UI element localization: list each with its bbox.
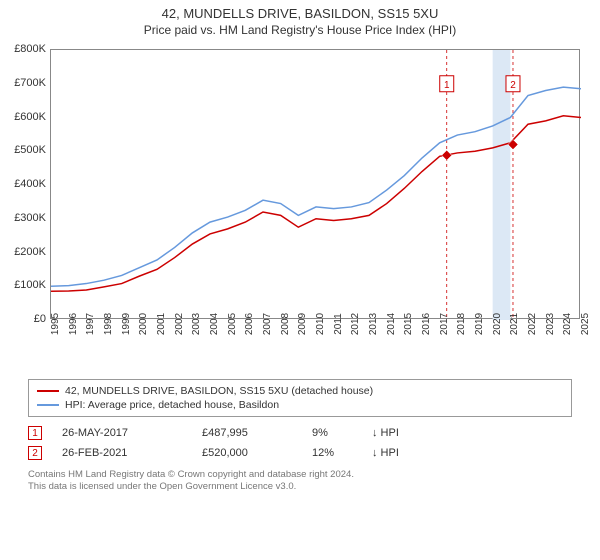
y-tick-label: £500K bbox=[14, 144, 46, 156]
x-tick-label: 2020 bbox=[492, 313, 503, 335]
x-tick-label: 2019 bbox=[474, 313, 485, 335]
footer-attribution: Contains HM Land Registry data © Crown c… bbox=[0, 463, 600, 494]
x-tick-label: 2003 bbox=[191, 313, 202, 335]
x-tick-label: 2007 bbox=[262, 313, 273, 335]
title-block: 42, MUNDELLS DRIVE, BASILDON, SS15 5XU P… bbox=[0, 0, 600, 39]
y-tick-label: £600K bbox=[14, 111, 46, 123]
chart-container: 42, MUNDELLS DRIVE, BASILDON, SS15 5XU P… bbox=[0, 0, 600, 560]
y-tick-label: £300K bbox=[14, 212, 46, 224]
y-tick-label: £700K bbox=[14, 77, 46, 89]
x-tick-label: 2012 bbox=[350, 313, 361, 335]
x-tick-label: 2001 bbox=[156, 313, 167, 335]
sale-direction-icon: ↓ HPI bbox=[372, 447, 399, 459]
x-tick-label: 2023 bbox=[545, 313, 556, 335]
legend-label-hpi: HPI: Average price, detached house, Basi… bbox=[65, 399, 279, 411]
sale-badge: 1 bbox=[28, 426, 42, 440]
svg-text:2: 2 bbox=[510, 80, 516, 91]
sale-price: £487,995 bbox=[202, 427, 312, 439]
x-tick-label: 2011 bbox=[333, 313, 344, 335]
x-tick-label: 1999 bbox=[121, 313, 132, 335]
sale-record: 2 26-FEB-2021£520,00012%↓ HPI bbox=[0, 443, 600, 463]
plot-region: 12 bbox=[50, 49, 580, 319]
sale-pct: 12% bbox=[312, 447, 372, 459]
y-tick-label: £200K bbox=[14, 246, 46, 258]
y-tick-label: £0 bbox=[34, 313, 46, 325]
x-tick-label: 1997 bbox=[85, 313, 96, 335]
sale-record: 1 26-MAY-2017£487,9959%↓ HPI bbox=[0, 423, 600, 443]
x-tick-label: 2025 bbox=[580, 313, 591, 335]
x-tick-label: 2014 bbox=[386, 313, 397, 335]
legend-item-hpi: HPI: Average price, detached house, Basi… bbox=[37, 398, 563, 412]
chart-area: £0 £100K £200K £300K £400K £500K £600K £700K £80… bbox=[0, 39, 600, 379]
x-tick-label: 2009 bbox=[297, 313, 308, 335]
x-tick-label: 2013 bbox=[368, 313, 379, 335]
sales-list: 1 26-MAY-2017£487,9959%↓ HPI 2 26-FEB-2021£… bbox=[0, 423, 600, 463]
legend-box: 42, MUNDELLS DRIVE, BASILDON, SS15 5XU (… bbox=[28, 379, 572, 417]
x-tick-label: 2004 bbox=[209, 313, 220, 335]
sale-price: £520,000 bbox=[202, 447, 312, 459]
x-tick-label: 1998 bbox=[103, 313, 114, 335]
x-tick-label: 2017 bbox=[439, 313, 450, 335]
svg-text:1: 1 bbox=[444, 80, 450, 91]
x-tick-label: 2024 bbox=[562, 313, 573, 335]
sale-date: 26-MAY-2017 bbox=[62, 427, 202, 439]
x-tick-label: 2016 bbox=[421, 313, 432, 335]
x-tick-label: 2010 bbox=[315, 313, 326, 335]
x-tick-label: 1995 bbox=[50, 313, 61, 335]
x-tick-label: 2018 bbox=[456, 313, 467, 335]
x-tick-label: 2021 bbox=[509, 313, 520, 335]
x-tick-label: 2005 bbox=[227, 313, 238, 335]
chart-title: 42, MUNDELLS DRIVE, BASILDON, SS15 5XU bbox=[0, 6, 600, 21]
x-tick-label: 2002 bbox=[174, 313, 185, 335]
y-tick-label: £800K bbox=[14, 43, 46, 55]
legend-label-property: 42, MUNDELLS DRIVE, BASILDON, SS15 5XU (… bbox=[65, 385, 373, 397]
sale-direction-icon: ↓ HPI bbox=[372, 427, 399, 439]
x-tick-label: 1996 bbox=[68, 313, 79, 335]
x-tick-label: 2006 bbox=[244, 313, 255, 335]
plot-svg: 12 bbox=[51, 50, 581, 320]
sale-badge: 2 bbox=[28, 446, 42, 460]
footer-line-2: This data is licensed under the Open Gov… bbox=[28, 481, 572, 493]
legend-item-property: 42, MUNDELLS DRIVE, BASILDON, SS15 5XU (… bbox=[37, 384, 563, 398]
sale-pct: 9% bbox=[312, 427, 372, 439]
x-tick-label: 2008 bbox=[280, 313, 291, 335]
x-tick-label: 2000 bbox=[138, 313, 149, 335]
chart-subtitle: Price paid vs. HM Land Registry's House … bbox=[0, 21, 600, 37]
y-tick-label: £400K bbox=[14, 178, 46, 190]
legend-swatch-property bbox=[37, 390, 59, 392]
x-tick-label: 2015 bbox=[403, 313, 414, 335]
legend-swatch-hpi bbox=[37, 404, 59, 406]
sale-date: 26-FEB-2021 bbox=[62, 447, 202, 459]
footer-line-1: Contains HM Land Registry data © Crown c… bbox=[28, 469, 572, 481]
x-tick-label: 2022 bbox=[527, 313, 538, 335]
y-tick-label: £100K bbox=[14, 279, 46, 291]
